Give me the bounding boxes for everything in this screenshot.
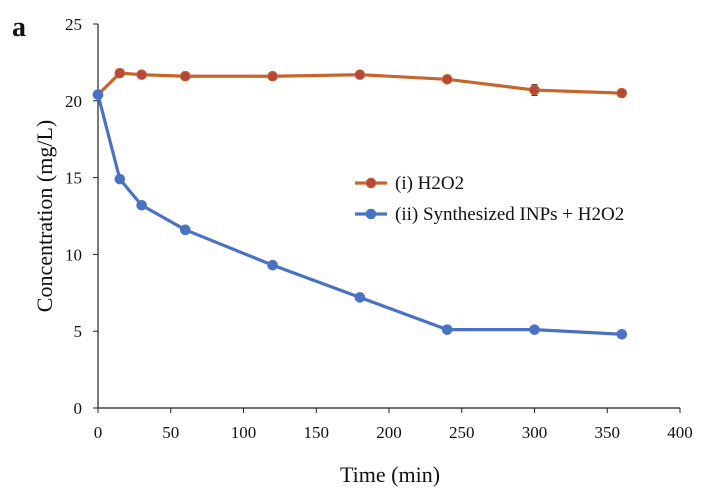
data-point — [180, 224, 191, 236]
data-point — [114, 67, 126, 79]
data-point — [616, 87, 628, 99]
legend-swatch-marker — [365, 177, 377, 189]
y-tick-label: 25 — [65, 15, 82, 34]
legend-label: (ii) Synthesized INPs + H2O2 — [395, 204, 624, 225]
legend-swatch-marker — [365, 208, 377, 220]
data-point — [354, 292, 366, 303]
series-layer — [92, 67, 628, 340]
y-tick-label: 10 — [65, 245, 82, 264]
data-point — [616, 328, 628, 340]
data-point — [114, 173, 126, 185]
x-tick-label: 50 — [162, 423, 179, 442]
y-axis-ticks: 0 5 10 15 20 25 — [65, 15, 98, 418]
panel-label: a — [12, 12, 26, 43]
data-point — [136, 69, 147, 80]
y-tick-label: 5 — [74, 322, 83, 341]
data-point — [180, 70, 191, 82]
x-tick-label: 250 — [449, 423, 475, 442]
legend-label: (i) H2O2 — [395, 173, 464, 194]
data-point — [136, 199, 147, 211]
x-tick-label: 350 — [595, 423, 621, 442]
data-point — [267, 259, 278, 271]
y-axis-title: Concentration (mg/L) — [32, 120, 57, 312]
data-point — [441, 324, 453, 335]
x-tick-label: 200 — [376, 423, 402, 442]
y-tick-label: 0 — [74, 399, 83, 418]
x-axis-title: Time (min) — [340, 462, 440, 487]
x-axis-ticks: 0 50 100 150 200 250 300 350 400 — [94, 408, 693, 442]
data-point — [441, 73, 453, 85]
y-tick-label: 20 — [65, 92, 82, 111]
series-1 — [92, 67, 628, 100]
x-tick-label: 300 — [522, 423, 548, 442]
data-point — [529, 84, 540, 96]
data-point — [354, 69, 366, 80]
x-tick-label: 0 — [94, 423, 103, 442]
legend-item: (i) H2O2 — [355, 173, 464, 194]
data-point — [529, 324, 540, 335]
series-2 — [92, 89, 628, 340]
y-tick-label: 15 — [65, 169, 82, 188]
x-tick-label: 150 — [304, 423, 330, 442]
x-tick-label: 100 — [231, 423, 257, 442]
legend: (i) H2O2 (ii) Synthesized INPs + H2O2 — [355, 173, 624, 225]
x-tick-label: 400 — [667, 423, 693, 442]
data-point — [267, 70, 278, 82]
data-point — [92, 89, 104, 100]
legend-item: (ii) Synthesized INPs + H2O2 — [355, 204, 624, 225]
